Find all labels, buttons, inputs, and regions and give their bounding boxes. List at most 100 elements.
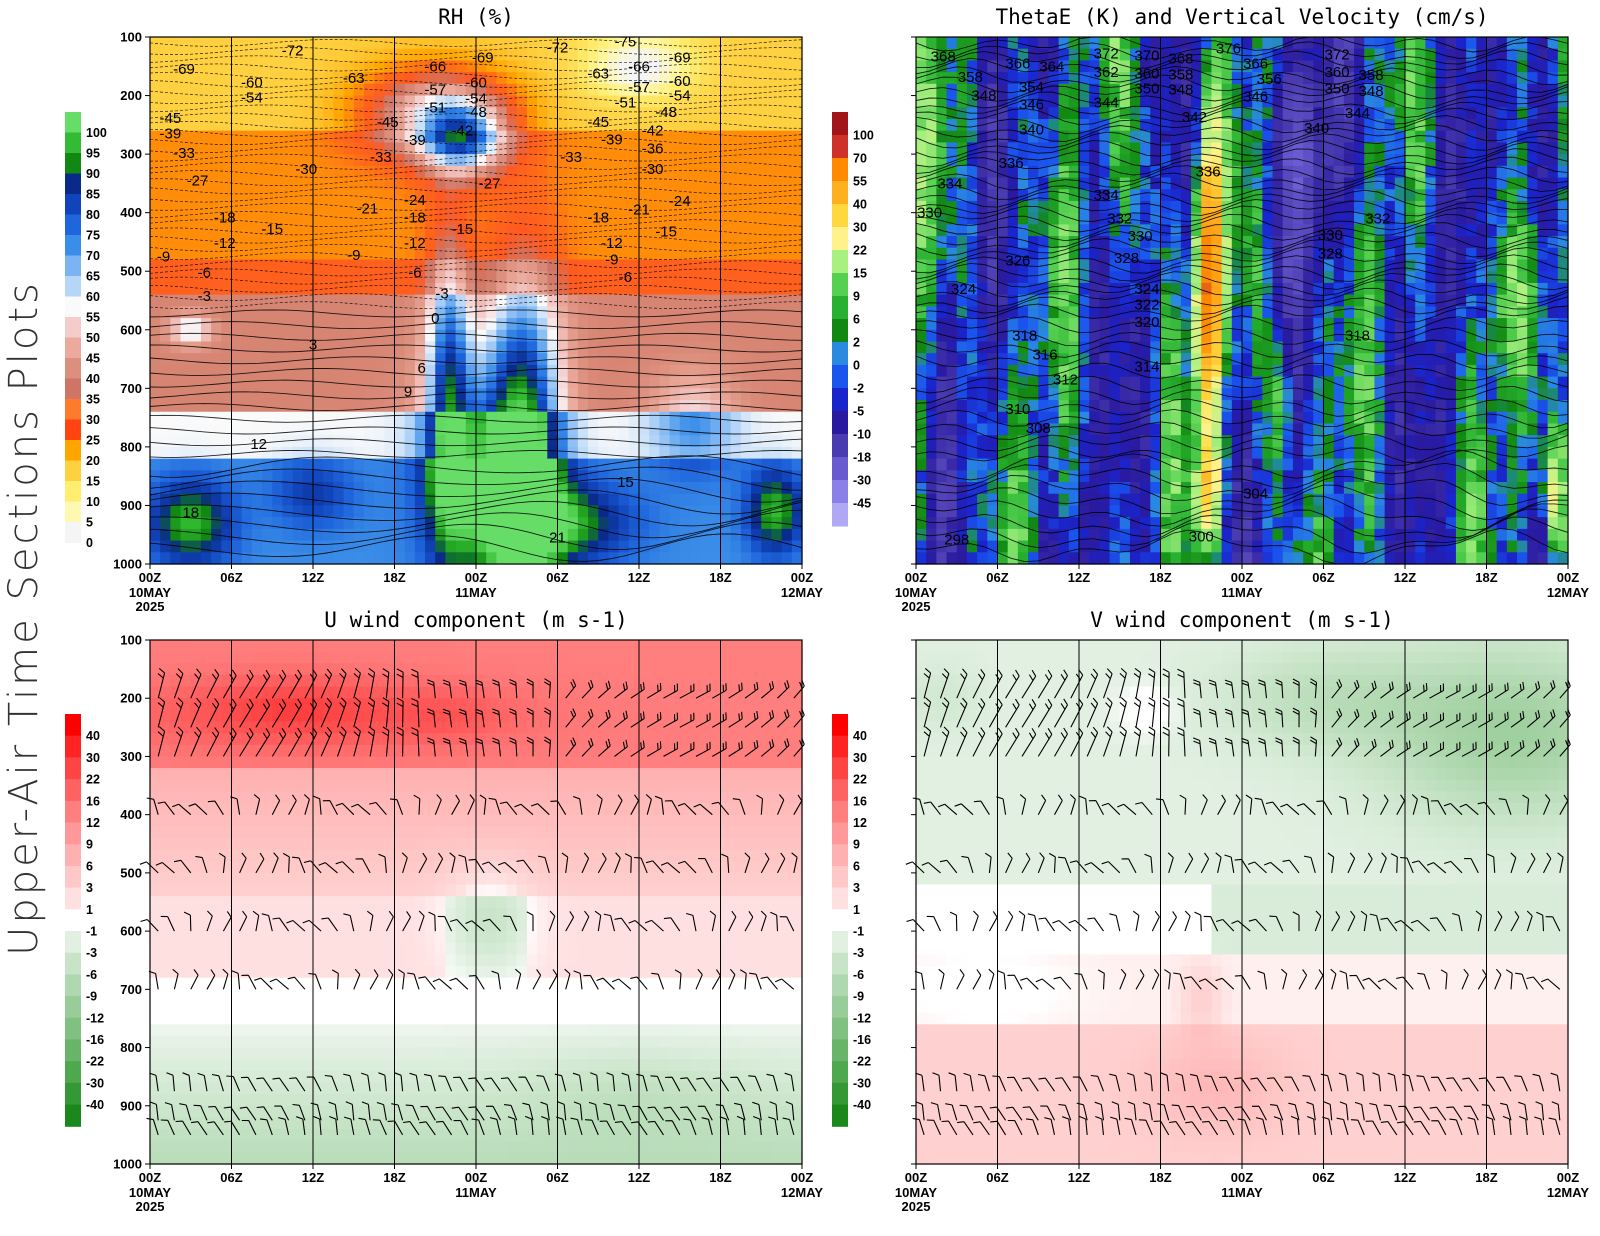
rh-cell: [700, 318, 711, 331]
rh-cell: [628, 154, 640, 167]
rh-cell: [781, 528, 793, 542]
rh-cell: [598, 247, 610, 261]
thetae-cell: [1129, 552, 1141, 565]
thetae-cell: [926, 435, 937, 448]
thetae-cell: [1079, 411, 1090, 425]
rh-cell: [547, 341, 559, 354]
rh-cell: [628, 37, 640, 50]
rh-cell: [353, 458, 365, 471]
rh-cell: [384, 259, 396, 272]
rh-cell: [740, 458, 752, 471]
rh-cell: [282, 37, 294, 50]
thetae-cell: [1201, 83, 1213, 97]
thetae-cell: [1079, 224, 1090, 237]
thetae-cell: [936, 72, 948, 85]
rh-cell: [363, 435, 375, 448]
rh-cell: [211, 364, 222, 378]
rh-cell: [751, 540, 762, 553]
thetae-cell: [1007, 95, 1019, 108]
rh-cell: [720, 189, 732, 202]
rh-cell: [313, 212, 324, 225]
thetae-cell: [1150, 540, 1162, 553]
rh-cell: [547, 60, 559, 73]
rh-cell: [374, 329, 385, 343]
rh-cell: [211, 376, 222, 389]
thetae-cell: [926, 37, 937, 50]
rh-cell: [465, 142, 477, 155]
thetae-cell: [1313, 446, 1325, 460]
rh-cell: [689, 493, 701, 507]
thetae-cell: [997, 224, 1009, 237]
rh-cell: [221, 72, 233, 85]
rh-cell: [700, 130, 711, 143]
rh-cell: [292, 130, 304, 143]
thetae-cell: [1068, 107, 1080, 120]
rh-cell: [526, 212, 538, 225]
thetae-cell: [977, 400, 988, 413]
rh-cell: [598, 83, 610, 97]
thetae-cell: [1180, 423, 1192, 436]
rh-cell: [781, 329, 793, 343]
rh-cell: [486, 364, 497, 378]
rh-cell: [771, 388, 783, 401]
rh-cell: [791, 37, 803, 50]
thetae-cell: [997, 517, 1009, 530]
rh-cell: [476, 189, 487, 202]
thetae-cell: [1119, 189, 1131, 202]
rh-cell: [740, 60, 752, 73]
thetae-cell: [936, 493, 948, 507]
rh-cell: [526, 552, 538, 565]
rh-cell: [577, 200, 589, 214]
colorbar-swatch: [65, 255, 81, 277]
rh-cell: [374, 306, 385, 319]
rh-cell: [557, 435, 569, 448]
thetae-cell: [1068, 236, 1080, 249]
rh-cell: [618, 154, 630, 167]
thetae-cell: [1028, 517, 1039, 530]
rh-cell: [781, 482, 793, 495]
thetae-cell: [1038, 154, 1050, 167]
thetae-cell: [1017, 423, 1029, 436]
thetae-cell: [1119, 493, 1131, 507]
rh-cell: [445, 329, 457, 343]
rh-cell: [720, 294, 732, 307]
thetae-cell: [977, 83, 988, 97]
rh-cell: [231, 411, 243, 425]
thetae-cell: [1242, 37, 1253, 50]
rh-cell: [659, 446, 671, 460]
thetae-cell: [936, 482, 948, 495]
rh-cell: [465, 341, 477, 354]
rh-cell: [292, 493, 304, 507]
rh-field: [150, 37, 803, 565]
thetae-cell: [916, 37, 927, 50]
rh-cell: [343, 493, 355, 507]
rh-cell: [669, 60, 681, 73]
rh-cell: [628, 470, 640, 483]
rh-cell: [588, 458, 599, 471]
thetae-cell: [1028, 294, 1039, 307]
contour-label: -18: [404, 209, 426, 226]
thetae-cell: [977, 446, 988, 460]
thetae-cell: [1262, 271, 1274, 284]
rh-cell: [414, 493, 426, 507]
thetae-cell: [1180, 165, 1192, 179]
rh-cell: [516, 341, 528, 354]
rh-cell: [476, 400, 487, 413]
rh-cell: [659, 341, 671, 354]
rh-cell: [730, 95, 742, 108]
thetae-cell: [1068, 177, 1080, 190]
rh-cell: [791, 189, 803, 202]
rh-cell: [384, 294, 396, 307]
contour-label: -9: [605, 252, 618, 269]
rh-cell: [740, 318, 752, 331]
thetae-cell: [1028, 388, 1039, 401]
thetae-cell: [1303, 552, 1314, 565]
rh-cell: [170, 505, 182, 518]
rh-cell: [516, 282, 528, 296]
thetae-cell: [1231, 423, 1243, 436]
rh-cell: [435, 341, 447, 354]
thetae-cell: [1017, 118, 1029, 132]
rh-cell: [374, 142, 385, 155]
rh-cell: [557, 540, 569, 553]
thetae-cell: [956, 435, 968, 448]
